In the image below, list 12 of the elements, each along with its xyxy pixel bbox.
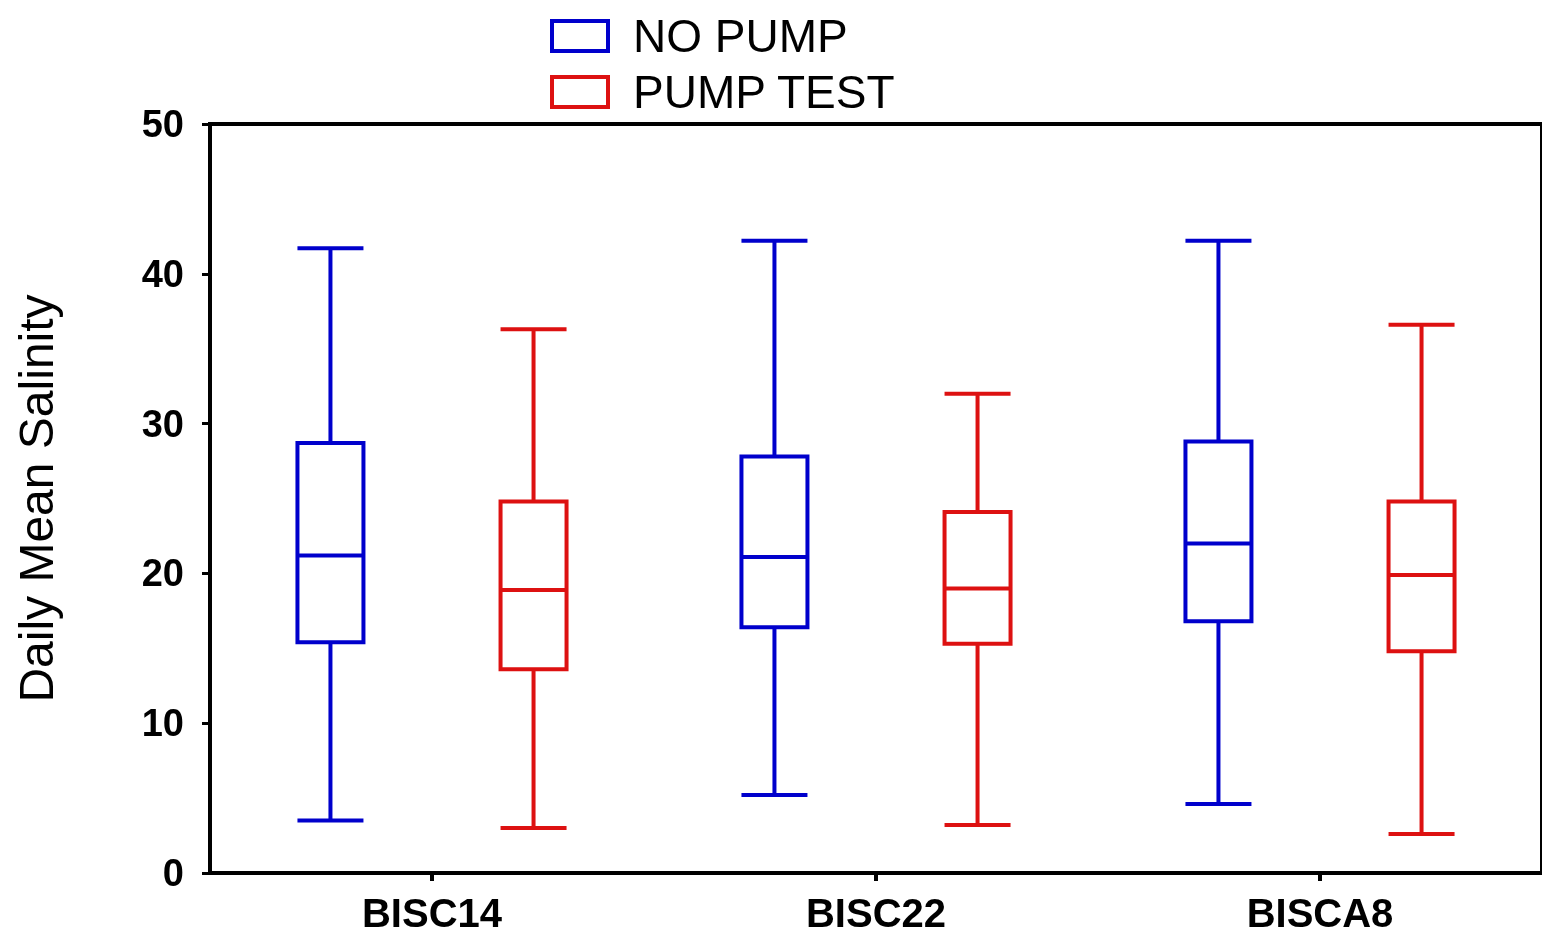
x-tick-label: BISC14 [361,891,503,933]
y-tick-label: 50 [141,103,184,145]
y-tick-label: 40 [141,252,184,295]
y-tick-label: 10 [141,702,184,745]
y-tick-label: 0 [162,852,184,894]
y-tick-label: 30 [141,402,184,445]
legend-label: PUMP TEST [633,66,895,118]
y-axis-title: Daily Mean Salinity [9,294,63,703]
y-tick-label: 20 [141,552,184,595]
legend-label: NO PUMP [633,10,848,62]
x-tick-label: BISC22 [805,891,947,933]
x-tick-label: BISCA8 [1246,891,1394,933]
